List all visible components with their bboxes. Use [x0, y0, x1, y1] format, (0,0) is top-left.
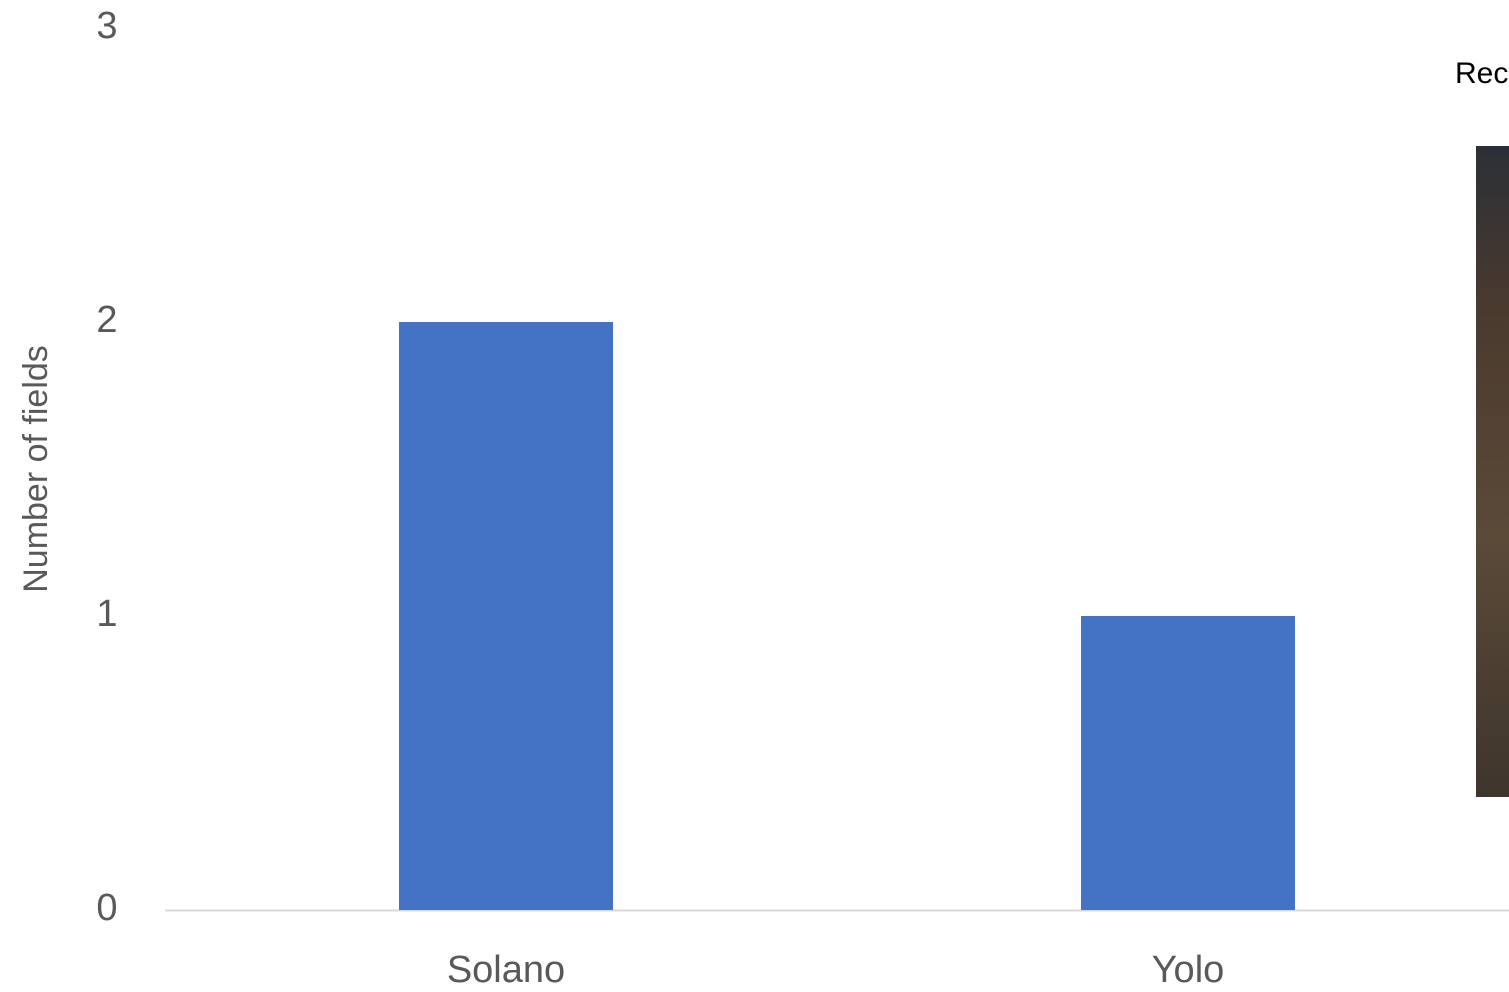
photo [1476, 146, 1509, 797]
y-axis-label: Number of fields [17, 345, 55, 593]
bar [1081, 616, 1295, 910]
y-tick-label: 0 [96, 887, 117, 929]
y-tick-label: 2 [96, 299, 117, 341]
x-tick-label: Yolo [1152, 949, 1225, 991]
y-tick-label: 3 [96, 5, 117, 47]
annotation: Rec [1455, 57, 1508, 90]
bar [399, 322, 613, 910]
y-tick-label: 1 [96, 593, 117, 635]
x-tick-label: Solano [447, 949, 565, 991]
